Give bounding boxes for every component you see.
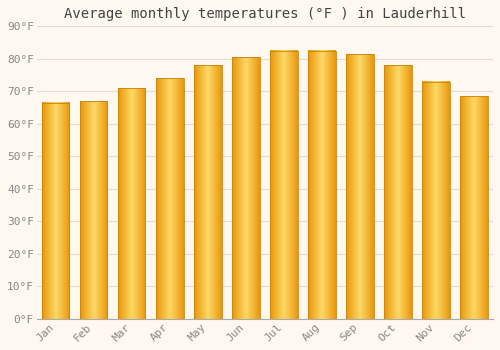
Bar <box>194 65 222 319</box>
Bar <box>422 82 450 319</box>
Title: Average monthly temperatures (°F ) in Lauderhill: Average monthly temperatures (°F ) in La… <box>64 7 466 21</box>
Bar <box>80 101 108 319</box>
Bar <box>308 51 336 319</box>
Bar <box>118 88 146 319</box>
Bar <box>232 57 260 319</box>
Bar <box>460 96 487 319</box>
Bar <box>42 103 70 319</box>
Bar <box>384 65 411 319</box>
Bar <box>346 54 374 319</box>
Bar <box>270 51 297 319</box>
Bar <box>156 78 184 319</box>
